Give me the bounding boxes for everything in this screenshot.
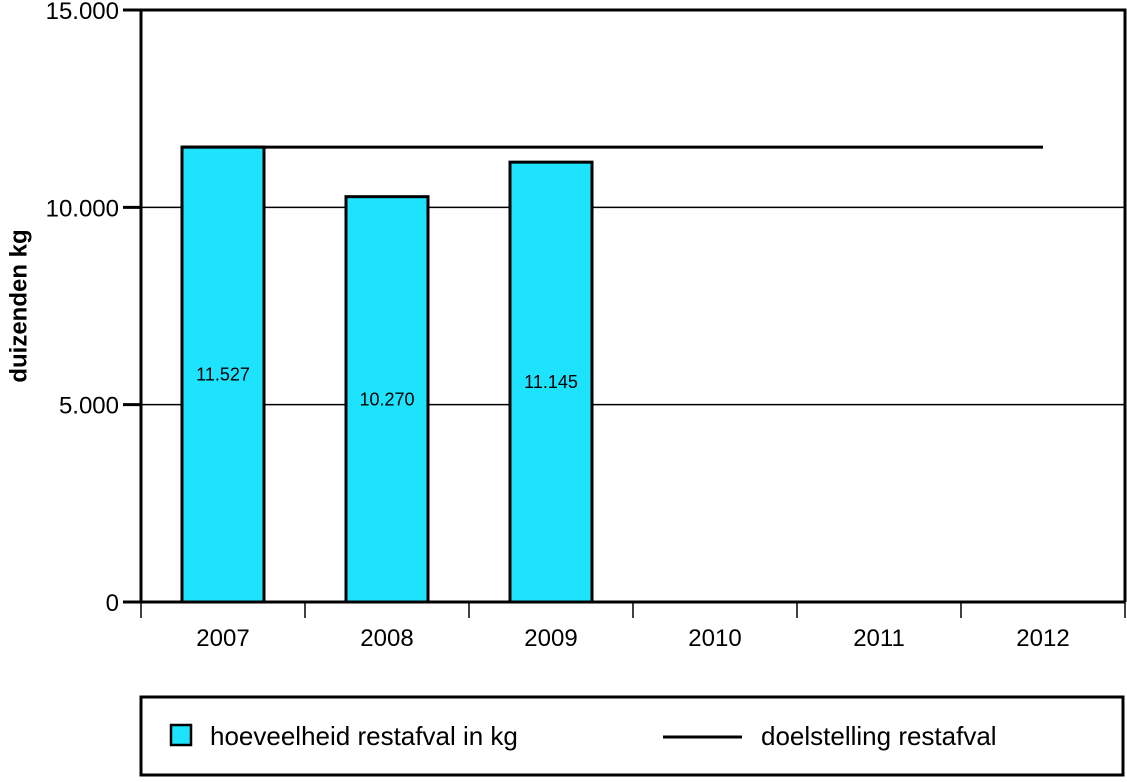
bar-2007 [180, 145, 266, 604]
labels: duizenden kg 11.527 10.270 11.145 0 5.000 10.… [5, 0, 1069, 652]
y-tick-label: 15.000 [46, 0, 119, 25]
bar-value-label: 11.145 [524, 372, 578, 392]
y-tick-label: 10.000 [46, 195, 119, 222]
axes [123, 8, 1127, 618]
legend: hoeveelheid restafval in kg doelstelling… [139, 695, 1125, 777]
x-tick-label: 2008 [360, 625, 413, 652]
bar-2009 [508, 160, 594, 604]
x-tick-label: 2009 [524, 625, 577, 652]
y-tick-label: 5.000 [59, 393, 119, 420]
x-tick-label: 2007 [196, 625, 249, 652]
legend-label-bars: hoeveelheid restafval in kg [210, 721, 518, 751]
x-tick-label: 2010 [688, 625, 741, 652]
legend-swatch-bars [169, 723, 193, 747]
bar-2008 [344, 195, 430, 604]
bar-value-label: 10.270 [359, 389, 414, 409]
x-tick-label: 2011 [853, 625, 905, 652]
bar-value-label: 11.527 [196, 365, 250, 385]
y-tick-label: 0 [106, 590, 119, 617]
plot-frame [139, 8, 1127, 602]
x-tick-label: 2012 [1016, 625, 1069, 652]
legend-box [139, 695, 1125, 777]
gridlines [141, 206, 1125, 406]
legend-label-line: doelstelling restafval [761, 721, 997, 751]
bars [180, 145, 594, 604]
y-axis-title: duizenden kg [5, 229, 32, 382]
